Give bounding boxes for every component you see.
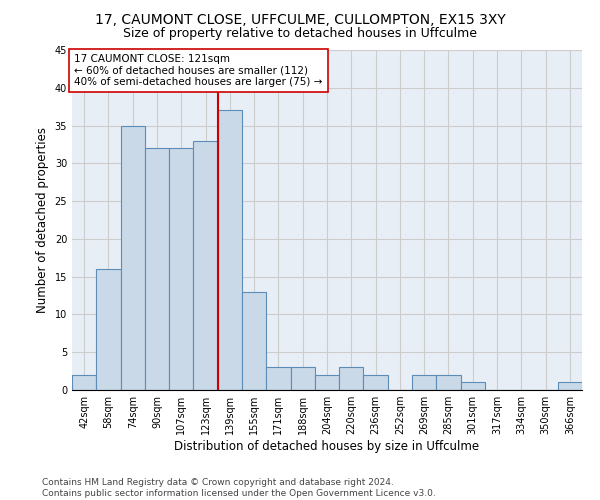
Bar [121, 126, 145, 390]
Bar [315, 375, 339, 390]
X-axis label: Distribution of detached houses by size in Uffculme: Distribution of detached houses by size … [175, 440, 479, 453]
Bar [169, 148, 193, 390]
Bar [266, 368, 290, 390]
Text: 17, CAUMONT CLOSE, UFFCULME, CULLOMPTON, EX15 3XY: 17, CAUMONT CLOSE, UFFCULME, CULLOMPTON,… [95, 12, 505, 26]
Text: 17 CAUMONT CLOSE: 121sqm
← 60% of detached houses are smaller (112)
40% of semi-: 17 CAUMONT CLOSE: 121sqm ← 60% of detach… [74, 54, 323, 87]
Bar [290, 368, 315, 390]
Bar [339, 368, 364, 390]
Bar [242, 292, 266, 390]
Text: Contains HM Land Registry data © Crown copyright and database right 2024.
Contai: Contains HM Land Registry data © Crown c… [42, 478, 436, 498]
Bar [96, 269, 121, 390]
Bar [218, 110, 242, 390]
Bar [436, 375, 461, 390]
Text: Size of property relative to detached houses in Uffculme: Size of property relative to detached ho… [123, 28, 477, 40]
Bar [145, 148, 169, 390]
Y-axis label: Number of detached properties: Number of detached properties [36, 127, 49, 313]
Bar [72, 375, 96, 390]
Bar [193, 140, 218, 390]
Bar [558, 382, 582, 390]
Bar [461, 382, 485, 390]
Bar [412, 375, 436, 390]
Bar [364, 375, 388, 390]
